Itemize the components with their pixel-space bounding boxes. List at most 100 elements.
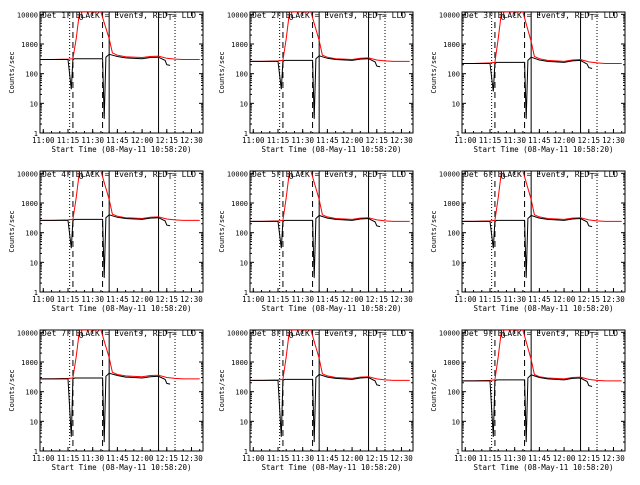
series-line-events [462, 374, 593, 443]
y-axis-label: Counts/sec [430, 51, 438, 93]
y-tick-label: 10 [30, 259, 38, 267]
x-tick-label: 11:00 [32, 454, 55, 463]
y-tick-label: 1000 [21, 200, 38, 208]
x-tick-label: 11:00 [32, 136, 55, 145]
panel-det-8r: 1 10 100 1000 10000 11:00 11:15 11:30 11:45 12:00… [218, 329, 414, 472]
y-tick-label: 100 [25, 71, 38, 79]
y-tick-label: 100 [447, 389, 460, 397]
series-line-lld [250, 171, 410, 222]
marker-t: T [378, 172, 383, 181]
series-line-lld [462, 330, 622, 382]
y-tick-label: 1 [456, 448, 460, 456]
x-tick-label: 12:30 [602, 454, 625, 463]
marker-t: T [168, 331, 173, 340]
plot-area [462, 330, 622, 451]
panel-det-6r: 1 10 100 1000 10000 11:00 11:15 11:30 11:45 12:00… [430, 170, 626, 313]
x-tick-label: 11:15 [267, 454, 290, 463]
y-tick-label: 10000 [17, 170, 38, 178]
marker-o: O [289, 331, 294, 340]
y-tick-label: 10000 [227, 170, 248, 178]
y-tick-label: 1 [456, 130, 460, 138]
x-axis-label: Start Time (08-May-11 10:58:20) [52, 304, 192, 313]
x-tick-label: 11:45 [316, 454, 339, 463]
y-tick-label: 10000 [17, 11, 38, 19]
x-axis-label: Start Time (08-May-11 10:58:20) [474, 145, 614, 154]
plot-area [40, 171, 200, 292]
x-tick-label: 12:00 [131, 454, 154, 463]
x-tick-label: 11:00 [242, 454, 265, 463]
x-axis-label: Start Time (08-May-11 10:58:20) [262, 463, 402, 472]
y-axis-label: Counts/sec [430, 210, 438, 252]
y-tick-label: 10000 [439, 329, 460, 337]
plot-area [250, 171, 410, 292]
plot-frame [249, 170, 414, 293]
x-tick-label: 12:15 [365, 136, 388, 145]
y-tick-label: 1 [34, 130, 38, 138]
marker-o: O [501, 172, 506, 181]
y-axis-label: Counts/sec [218, 210, 226, 252]
x-tick-label: 11:15 [57, 136, 80, 145]
y-tick-label: 10000 [227, 329, 248, 337]
y-tick-label: 10 [452, 259, 460, 267]
x-tick-label: 12:30 [602, 136, 625, 145]
marker-t: T [168, 172, 173, 181]
x-tick-label: 12:00 [341, 136, 364, 145]
x-tick-label: 11:00 [32, 295, 55, 304]
marker-t: T [378, 13, 383, 22]
x-axis-label: Start Time (08-May-11 10:58:20) [474, 463, 614, 472]
x-tick-label: 11:00 [454, 136, 477, 145]
plot-frame [39, 329, 204, 452]
x-axis-label: Start Time (08-May-11 10:58:20) [262, 304, 402, 313]
x-tick-label: 11:45 [106, 295, 129, 304]
x-tick-label: 12:00 [341, 454, 364, 463]
x-tick-label: 12:15 [365, 454, 388, 463]
y-tick-label: 1 [244, 289, 248, 297]
y-tick-label: 10 [30, 100, 38, 108]
y-axis-label: Counts/sec [430, 369, 438, 411]
x-tick-label: 11:30 [291, 295, 314, 304]
plot-frame [39, 170, 204, 293]
x-tick-label: 12:15 [577, 454, 600, 463]
x-tick-label: 12:15 [365, 295, 388, 304]
y-tick-label: 10 [452, 418, 460, 426]
plot-frame [461, 329, 626, 452]
y-axis-label: Counts/sec [218, 369, 226, 411]
panel-title: Det 1r BLACK = Events, RED = LLD [42, 11, 196, 20]
x-tick-label: 11:15 [479, 136, 502, 145]
x-tick-label: 11:45 [316, 295, 339, 304]
x-tick-label: 12:15 [577, 136, 600, 145]
panel-det-2r: 1 10 100 1000 10000 11:00 11:15 11:30 11:45 12:00… [218, 11, 414, 154]
x-tick-label: 12:30 [390, 295, 413, 304]
plot-area [462, 12, 622, 133]
y-axis-label: Counts/sec [8, 369, 16, 411]
x-tick-label: 12:15 [155, 295, 178, 304]
marker-o: O [501, 13, 506, 22]
y-tick-label: 1000 [443, 200, 460, 208]
x-tick-label: 11:30 [503, 295, 526, 304]
series-line-events [250, 55, 381, 119]
panel-title: Det 4r BLACK = Events, RED = LLD [42, 170, 196, 179]
panel-det-3r: 1 10 100 1000 10000 11:00 11:15 11:30 11:45 12:00… [430, 11, 626, 154]
y-tick-label: 10000 [17, 329, 38, 337]
series-line-lld [462, 12, 622, 64]
series-line-lld [250, 330, 410, 381]
y-tick-label: 10000 [439, 170, 460, 178]
x-tick-label: 11:15 [267, 136, 290, 145]
y-axis-label: Counts/sec [8, 51, 16, 93]
x-tick-label: 12:30 [390, 454, 413, 463]
x-tick-label: 11:30 [81, 136, 104, 145]
plot-area [40, 12, 200, 133]
y-tick-label: 100 [235, 71, 248, 79]
marker-t: T [590, 13, 595, 22]
y-tick-label: 1000 [231, 41, 248, 49]
plot-frame [249, 329, 414, 452]
marker-t: T [590, 331, 595, 340]
x-tick-label: 11:00 [454, 295, 477, 304]
x-tick-label: 11:45 [528, 454, 551, 463]
x-tick-label: 11:30 [81, 454, 104, 463]
y-tick-label: 10 [240, 259, 248, 267]
y-tick-label: 10000 [439, 11, 460, 19]
x-tick-label: 12:30 [602, 295, 625, 304]
x-tick-label: 11:30 [503, 136, 526, 145]
